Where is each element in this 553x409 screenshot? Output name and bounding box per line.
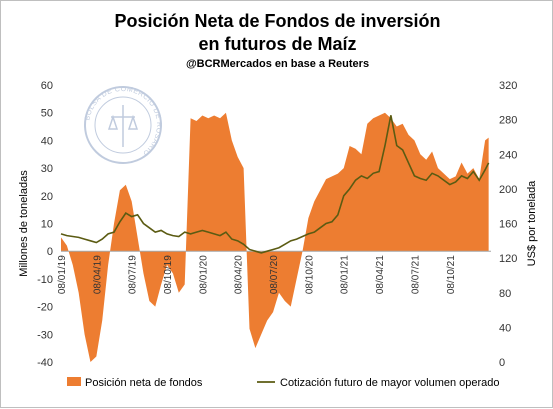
y-left-tick-label: 0 bbox=[47, 246, 53, 258]
x-tick-label: 08/01/20 bbox=[198, 255, 209, 294]
y-right-tick-label: 80 bbox=[499, 288, 511, 300]
y-right-tick-label: 200 bbox=[499, 184, 517, 196]
y-left-tick-label: 10 bbox=[41, 219, 53, 231]
x-tick-label: 08/07/19 bbox=[128, 255, 139, 294]
bcr-seal-logo: BOLSA DE COMERCIO DE ROSARIO bbox=[84, 86, 162, 164]
x-tick-label: 08/04/19 bbox=[92, 255, 103, 294]
x-tick-label: 08/10/20 bbox=[304, 255, 315, 294]
y-right-tick-label: 240 bbox=[499, 149, 517, 161]
legend-label-line: Cotización futuro de mayor volumen opera… bbox=[280, 377, 500, 389]
y-left-tick-label: -30 bbox=[37, 329, 53, 341]
y-right-tick-label: 40 bbox=[499, 322, 511, 334]
area-series-position bbox=[61, 112, 489, 362]
y-left-tick-label: -10 bbox=[37, 274, 53, 286]
y-right-tick-label: 160 bbox=[499, 219, 517, 231]
legend: Posición neta de fondos Cotización futuro… bbox=[67, 377, 500, 389]
x-tick-label: 08/04/21 bbox=[375, 255, 386, 294]
x-tick-label: 08/10/19 bbox=[163, 255, 174, 294]
y-left-tick-label: 40 bbox=[41, 135, 53, 147]
y-right-tick-label: 320 bbox=[499, 80, 517, 92]
y-right-tick-label: 280 bbox=[499, 115, 517, 127]
chart-subtitle: en futuros de Maíz bbox=[198, 34, 357, 54]
y-left-axis-label: Millones de toneladas bbox=[18, 170, 30, 277]
legend-label-area: Posición neta de fondos bbox=[85, 377, 203, 389]
y-left-tick-label: 50 bbox=[41, 108, 53, 120]
y-left-tick-label: 60 bbox=[41, 80, 53, 92]
seal-emblem-icon bbox=[107, 105, 139, 147]
chart-source: @BCRMercados en base a Reuters bbox=[185, 58, 370, 70]
chart-title: Posición Neta de Fondos de inversión bbox=[114, 11, 441, 31]
y-right-tick-label: 0 bbox=[499, 357, 505, 369]
y-right-tick-label: 120 bbox=[499, 253, 517, 265]
x-tick-label: 08/01/19 bbox=[57, 255, 68, 294]
y-left-tick-label: 20 bbox=[41, 191, 53, 203]
line-series-price bbox=[60, 115, 490, 254]
plot-area: -40 -30 -20 -10 0 10 20 30 40 50 60 0 40 80 120 160 200 2… bbox=[18, 80, 538, 369]
x-tick-label: 08/07/20 bbox=[269, 255, 280, 294]
legend-swatch-area bbox=[67, 377, 81, 386]
y-left-tick-label: -20 bbox=[37, 302, 53, 314]
x-tick-label: 08/10/21 bbox=[446, 255, 457, 294]
x-tick-label: 08/04/20 bbox=[234, 255, 245, 294]
y-left-tick-label: -40 bbox=[37, 357, 53, 369]
x-tick-label: 08/01/21 bbox=[340, 255, 351, 294]
y-right-axis-label: US$ por tonelada bbox=[526, 180, 538, 266]
x-tick-label: 08/07/21 bbox=[410, 255, 421, 294]
y-left-tick-label: 30 bbox=[41, 163, 53, 175]
